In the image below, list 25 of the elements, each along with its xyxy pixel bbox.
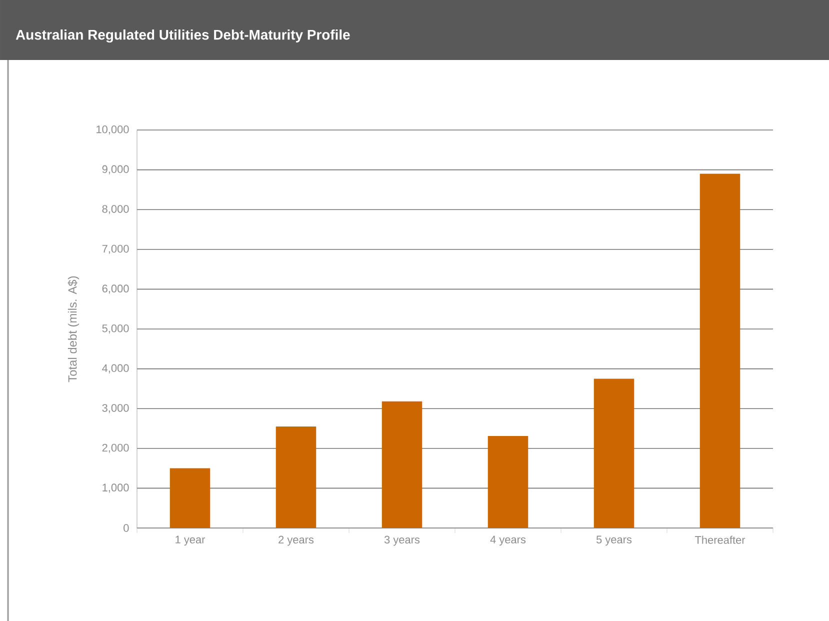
bar [700, 174, 740, 528]
x-tick-label: 5 years [596, 536, 632, 546]
bar [276, 426, 316, 528]
y-tick-label: 7,000 [102, 244, 129, 254]
bar [488, 436, 528, 528]
chart-title: Australian Regulated Utilities Debt-Maturity Profile [16, 29, 350, 43]
y-tick-label: 0 [124, 524, 129, 532]
x-tick-label: 1 year [176, 536, 206, 546]
bar [382, 401, 422, 528]
bar [170, 468, 210, 528]
y-tick-label: 3,000 [102, 404, 129, 414]
x-tick-label: 4 years [490, 536, 526, 546]
y-tick-label: 10,000 [96, 125, 129, 135]
y-tick-label: 8,000 [102, 205, 129, 214]
y-tick-label: 6,000 [102, 284, 129, 294]
x-tick-label: 2 years [278, 536, 314, 546]
y-axis-title: Total debt (mils. A$) [68, 276, 80, 382]
x-tick-label: Thereafter [694, 536, 746, 544]
x-tick-label: 3 years [384, 536, 420, 546]
y-tick-label: 1,000 [102, 484, 129, 493]
y-tick-label: 4,000 [102, 364, 129, 374]
y-tick-label: 9,000 [102, 165, 129, 174]
y-tick-label: 2,000 [102, 444, 129, 453]
y-tick-label: 5,000 [102, 324, 129, 334]
bar [594, 378, 634, 528]
